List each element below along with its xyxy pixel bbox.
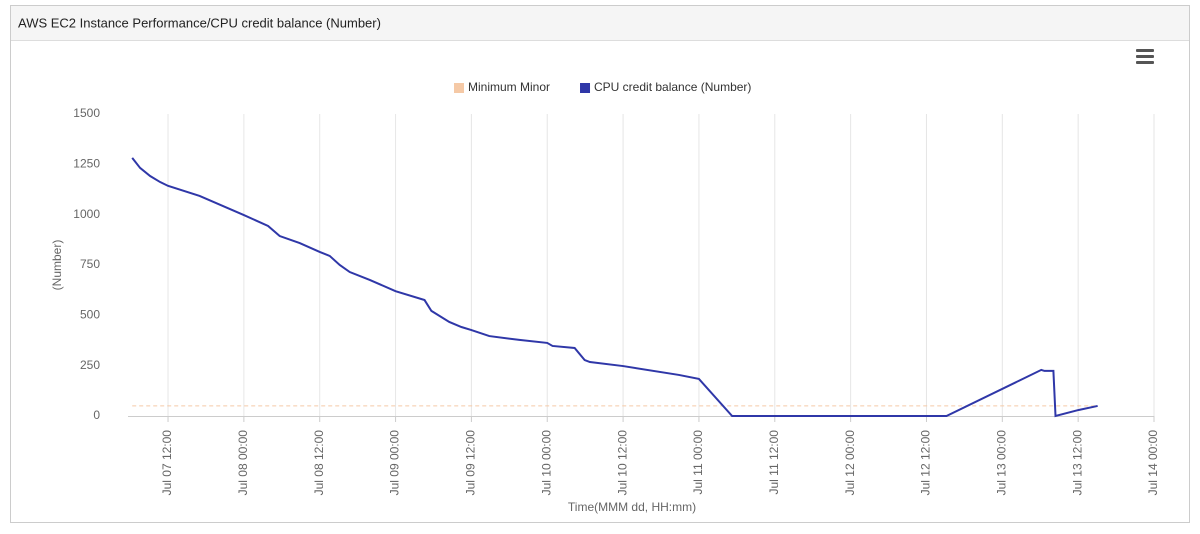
legend-swatch	[454, 83, 464, 93]
x-tick-label: Jul 12 12:00	[919, 430, 933, 496]
y-tick-label: 1500	[73, 106, 100, 120]
x-tick-label: Jul 09 12:00	[464, 430, 478, 496]
x-tick-label: Jul 13 00:00	[994, 430, 1008, 496]
x-tick-label: Jul 09 00:00	[388, 430, 402, 496]
legend-label: Minimum Minor	[468, 80, 550, 94]
legend-swatch	[580, 83, 591, 93]
y-tick-label: 750	[80, 257, 100, 271]
x-tick-label: Jul 14 00:00	[1146, 430, 1160, 496]
panel	[10, 5, 1190, 523]
menu-bar	[1136, 55, 1154, 58]
y-tick-label: 1000	[73, 207, 100, 221]
x-tick-label: Jul 12 00:00	[843, 430, 857, 496]
panel-header	[11, 6, 1189, 40]
x-tick-label: Jul 13 12:00	[1070, 430, 1084, 496]
y-tick-label: 250	[80, 358, 100, 372]
x-tick-label: Jul 10 12:00	[615, 430, 629, 496]
y-axis-label: (Number)	[50, 240, 64, 291]
y-tick-label: 0	[93, 408, 100, 422]
menu-bar	[1136, 49, 1154, 52]
y-tick-label: 500	[80, 308, 100, 322]
x-tick-label: Jul 11 12:00	[767, 430, 781, 495]
x-axis-label: Time(MMM dd, HH:mm)	[568, 500, 696, 514]
chart-title: AWS EC2 Instance Performance/CPU credit …	[18, 15, 381, 30]
x-tick-label: Jul 10 00:00	[539, 430, 553, 496]
x-tick-label: Jul 07 12:00	[160, 430, 174, 496]
y-tick-label: 1250	[73, 157, 100, 171]
x-tick-label: Jul 11 00:00	[691, 430, 705, 495]
legend-label: CPU credit balance (Number)	[594, 80, 751, 94]
data-line	[131, 157, 1098, 418]
menu-bar	[1136, 61, 1154, 64]
x-tick-label: Jul 08 12:00	[312, 430, 326, 496]
menu-button[interactable]	[1133, 44, 1157, 68]
x-tick-label: Jul 08 00:00	[236, 430, 250, 496]
